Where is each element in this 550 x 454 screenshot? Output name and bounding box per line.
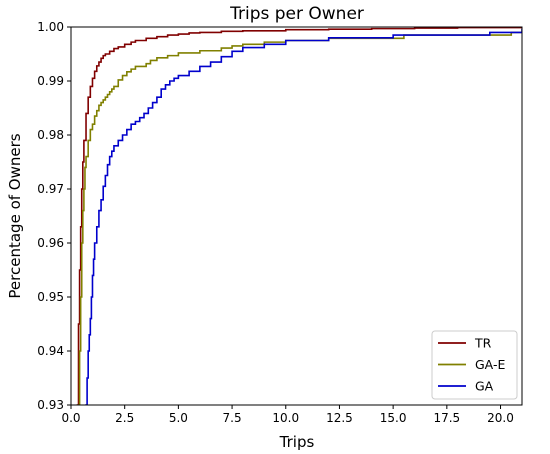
chart-title: Trips per Owner <box>229 4 364 24</box>
plot-area: 0.0 2.5 5.0 7.5 10.0 12.5 15.0 17.5 20.0 0.93 0.94… <box>37 20 523 425</box>
x-tick-label: 7.5 <box>223 411 242 425</box>
legend-box <box>431 330 518 400</box>
x-axis-label: Trips <box>279 433 315 450</box>
y-axis-label: Percentage of Owners <box>6 133 24 298</box>
plot-frame <box>70 26 523 406</box>
x-tick-label: 2.5 <box>115 411 134 425</box>
x-tick-label: 5.0 <box>169 411 188 425</box>
x-tick-label: 12.5 <box>326 411 353 425</box>
series-line-tr <box>76 27 522 405</box>
legend: TR GA-E GA <box>431 330 518 400</box>
legend-label: TR <box>474 336 492 351</box>
x-tick-label: 10.0 <box>272 411 299 425</box>
y-tick-label: 0.97 <box>37 182 64 196</box>
x-tick-label: 20.0 <box>487 411 514 425</box>
y-tick-label: 0.96 <box>37 236 64 250</box>
x-tick-label: 17.5 <box>433 411 460 425</box>
legend-label: GA-E <box>475 357 505 372</box>
legend-label: GA <box>475 379 494 394</box>
y-tick-label: 0.94 <box>37 344 64 358</box>
y-tick-label: 0.99 <box>37 74 64 88</box>
series-line-ga-e <box>77 31 522 405</box>
y-tick-label: 0.93 <box>37 398 64 412</box>
y-tick-label: 0.95 <box>37 290 64 304</box>
x-tick-label: 0.0 <box>61 411 80 425</box>
x-tick-label: 15.0 <box>380 411 407 425</box>
series-line-ga <box>85 28 522 405</box>
y-tick-label: 0.98 <box>37 128 64 142</box>
y-tick-label: 1.00 <box>37 20 64 34</box>
